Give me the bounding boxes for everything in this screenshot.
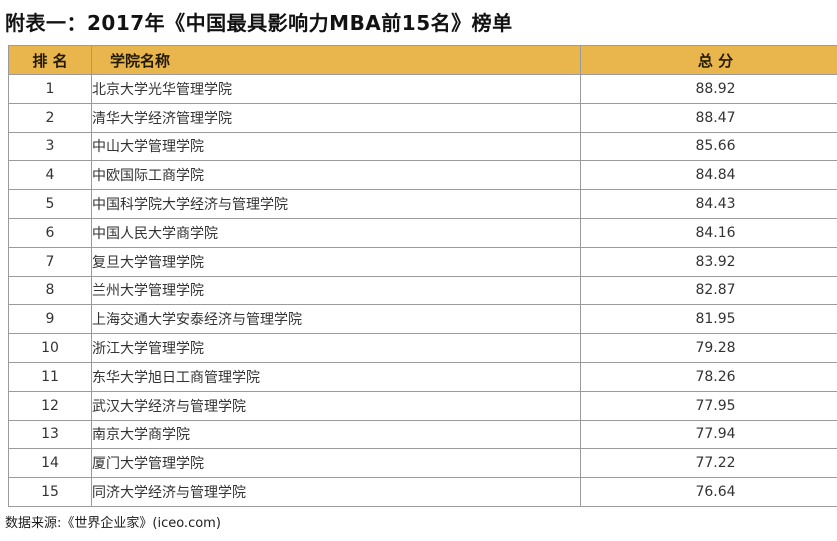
school-name-cell: 中欧国际工商学院 <box>91 160 581 191</box>
rank-cell: 5 <box>8 189 92 219</box>
school-name-cell: 同济大学经济与管理学院 <box>91 477 581 507</box>
school-name-cell: 北京大学光华管理学院 <box>91 74 581 104</box>
score-cell: 83.92 <box>580 246 837 277</box>
table-row: 10 浙江大学管理学院 79.28 <box>8 333 837 363</box>
rank-cell: 8 <box>8 275 92 306</box>
table-row: 3 中山大学管理学院 85.66 <box>8 131 837 162</box>
rank-cell: 2 <box>8 102 92 133</box>
total-score-column-header: 总 分 <box>580 45 837 75</box>
rank-column-header: 排 名 <box>8 45 92 75</box>
score-cell: 88.92 <box>580 74 837 104</box>
school-name-column-header: 学院名称 <box>91 45 581 75</box>
score-cell: 77.95 <box>580 390 837 421</box>
table-header: 排 名 学院名称 总 分 <box>8 45 837 75</box>
page-title: 附表一：2017年《中国最具影响力MBA前15名》榜单 <box>5 11 513 35</box>
table-row: 6 中国人民大学商学院 84.16 <box>8 217 837 248</box>
school-name-cell: 中国科学院大学经济与管理学院 <box>91 189 581 219</box>
table-row: 15 同济大学经济与管理学院 76.64 <box>8 477 837 507</box>
rank-cell: 3 <box>8 131 92 162</box>
score-cell: 77.22 <box>580 448 837 479</box>
score-cell: 88.47 <box>580 102 837 133</box>
rank-cell: 7 <box>8 246 92 277</box>
school-name-cell: 东华大学旭日工商管理学院 <box>91 361 581 392</box>
school-name-cell: 浙江大学管理学院 <box>91 333 581 363</box>
table-header-row: 排 名 学院名称 总 分 <box>8 45 837 75</box>
school-name-cell: 兰州大学管理学院 <box>91 275 581 306</box>
table-row: 13 南京大学商学院 77.94 <box>8 419 837 450</box>
school-name-cell: 中国人民大学商学院 <box>91 217 581 248</box>
school-name-cell: 南京大学商学院 <box>91 419 581 450</box>
school-name-cell: 复旦大学管理学院 <box>91 246 581 277</box>
school-name-cell: 清华大学经济管理学院 <box>91 102 581 133</box>
table-row: 5 中国科学院大学经济与管理学院 84.43 <box>8 189 837 219</box>
table-row: 4 中欧国际工商学院 84.84 <box>8 160 837 191</box>
table-body: 1 北京大学光华管理学院 88.92 2 清华大学经济管理学院 88.47 3 中山大学管理学… <box>8 74 837 507</box>
rank-cell: 4 <box>8 160 92 191</box>
table-row: 11 东华大学旭日工商管理学院 78.26 <box>8 361 837 392</box>
score-cell: 84.16 <box>580 217 837 248</box>
school-name-cell: 上海交通大学安泰经济与管理学院 <box>91 304 581 335</box>
score-cell: 77.94 <box>580 419 837 450</box>
rank-cell: 15 <box>8 477 92 507</box>
table-row: 12 武汉大学经济与管理学院 77.95 <box>8 390 837 421</box>
rank-cell: 12 <box>8 390 92 421</box>
table-row: 8 兰州大学管理学院 82.87 <box>8 275 837 306</box>
score-cell: 84.84 <box>580 160 837 191</box>
table-row: 14 厦门大学管理学院 77.22 <box>8 448 837 479</box>
rank-cell: 10 <box>8 333 92 363</box>
score-cell: 84.43 <box>580 189 837 219</box>
school-name-cell: 武汉大学经济与管理学院 <box>91 390 581 421</box>
school-name-cell: 厦门大学管理学院 <box>91 448 581 479</box>
rank-cell: 1 <box>8 74 92 104</box>
score-cell: 76.64 <box>580 477 837 507</box>
school-name-cell: 中山大学管理学院 <box>91 131 581 162</box>
ranking-table: 排 名 学院名称 总 分 1 北京大学光华管理学院 88.92 2 清华大学经济管理学院… <box>8 45 837 507</box>
rank-cell: 11 <box>8 361 92 392</box>
rank-cell: 14 <box>8 448 92 479</box>
score-cell: 81.95 <box>580 304 837 335</box>
rank-cell: 13 <box>8 419 92 450</box>
data-source-note: 数据来源:《世界企业家》(iceo.com) <box>5 516 221 531</box>
rank-cell: 6 <box>8 217 92 248</box>
table-row: 7 复旦大学管理学院 83.92 <box>8 246 837 277</box>
table-row: 9 上海交通大学安泰经济与管理学院 81.95 <box>8 304 837 335</box>
table-row: 1 北京大学光华管理学院 88.92 <box>8 74 837 104</box>
score-cell: 78.26 <box>580 361 837 392</box>
table-row: 2 清华大学经济管理学院 88.47 <box>8 102 837 133</box>
score-cell: 85.66 <box>580 131 837 162</box>
score-cell: 79.28 <box>580 333 837 363</box>
rank-cell: 9 <box>8 304 92 335</box>
score-cell: 82.87 <box>580 275 837 306</box>
